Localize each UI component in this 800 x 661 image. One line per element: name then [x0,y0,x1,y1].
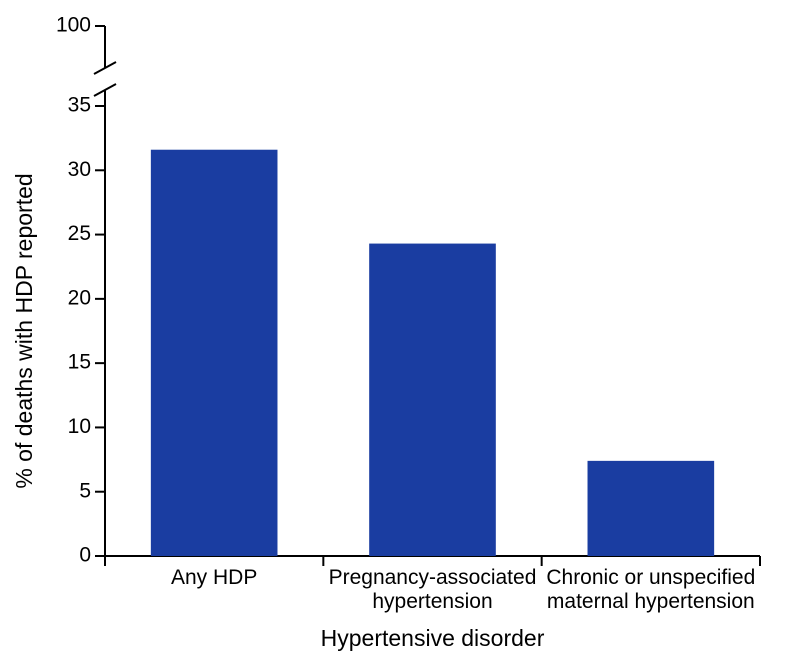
y-tick-label: 30 [68,158,91,181]
x-axis-title: Hypertensive disorder [321,625,545,651]
y-tick-label: 25 [68,222,91,245]
bar [369,244,496,556]
y-axis-title: % of deaths with HDP reported [11,173,37,488]
x-category-label: Chronic or unspecifiedmaternal hypertens… [546,566,755,613]
x-category-label: Any HDP [171,566,257,589]
y-tick-label: 5 [79,479,91,502]
bar [588,461,715,556]
y-tick-label: 15 [68,351,91,374]
y-tick-label: 35 [68,94,91,117]
y-tick-label: 0 [79,544,91,567]
y-tick-label: 20 [68,286,91,309]
bar [151,150,278,556]
x-category-label: Pregnancy-associatedhypertension [329,566,537,613]
y-tick-label: 10 [68,415,91,438]
y-tick-label: 100 [56,14,91,37]
hdp-bar-chart: 0 5 10 15 20 25 30 35 100 Any HDP Pregnancy-associ… [0,0,800,661]
